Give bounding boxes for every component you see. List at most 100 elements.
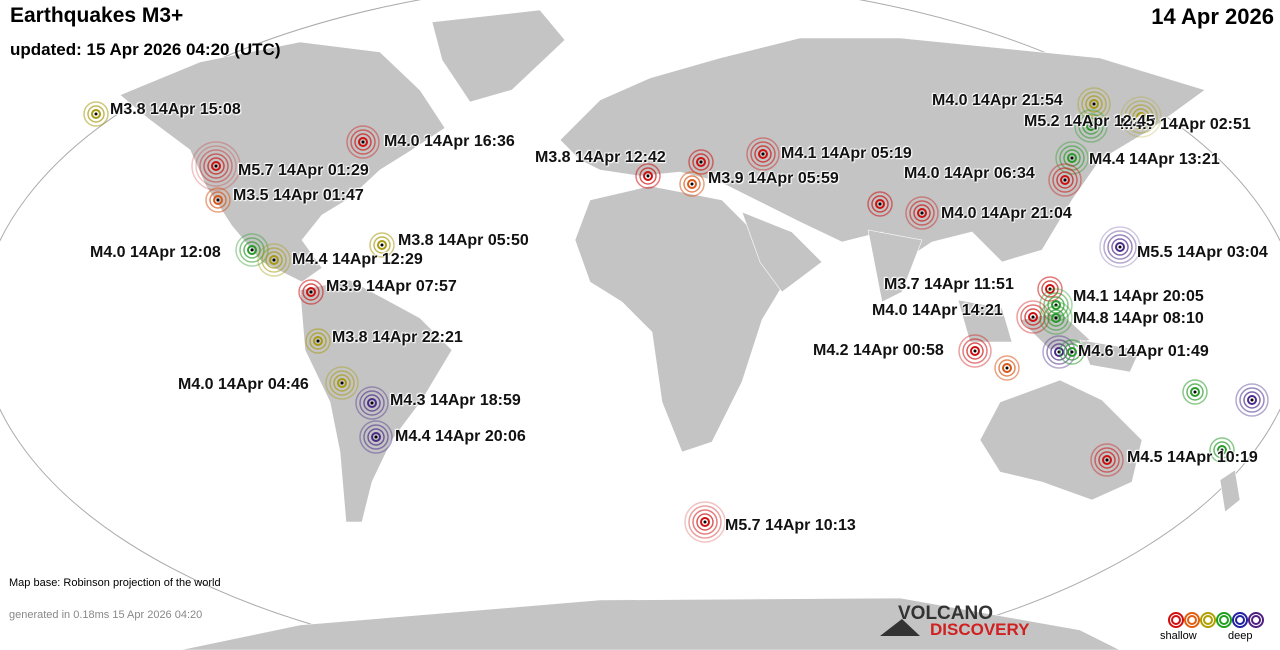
generated-note: generated in 0.18ms 15 Apr 2026 04:20 xyxy=(9,609,203,621)
quake-marker[interactable] xyxy=(83,101,109,127)
quake-label[interactable]: M3.8 14Apr 22:21 xyxy=(332,329,463,346)
quake-ring xyxy=(1132,108,1150,126)
quake-marker[interactable] xyxy=(1016,300,1050,334)
quake-label[interactable]: M4.0 14Apr 12:08 xyxy=(90,244,221,261)
quake-label[interactable]: M4.4 14Apr 12:29 xyxy=(292,251,423,268)
quake-label[interactable]: M4.3 14Apr 18:59 xyxy=(390,392,521,409)
quake-marker[interactable] xyxy=(235,233,269,267)
quake-center xyxy=(1105,458,1109,462)
quake-label[interactable]: M4.4 14Apr 20:06 xyxy=(395,428,526,445)
quake-label[interactable]: M4.6 14Apr 01:49 xyxy=(1078,343,1209,360)
quake-ring xyxy=(1063,149,1081,167)
quake-marker[interactable] xyxy=(746,137,780,171)
quake-label[interactable]: M4.5 14Apr 10:19 xyxy=(1127,449,1258,466)
quake-label[interactable]: M4.0 14Apr 21:04 xyxy=(941,205,1072,222)
quake-label[interactable]: M4.0 14Apr 14:21 xyxy=(872,302,1003,319)
quake-label[interactable]: M4.4 14Apr 13:21 xyxy=(1089,151,1220,168)
quake-label[interactable]: M5.5 14Apr 03:04 xyxy=(1137,244,1268,261)
quake-marker[interactable] xyxy=(1039,301,1073,335)
quake-ring xyxy=(359,390,385,416)
quake-label[interactable]: M3.9 14Apr 07:57 xyxy=(326,278,457,295)
quake-label[interactable]: M5.7 14Apr 01:29 xyxy=(238,162,369,179)
quake-ring xyxy=(998,359,1016,377)
quake-label[interactable]: M3.5 14Apr 01:47 xyxy=(233,187,364,204)
quake-center xyxy=(1031,315,1035,319)
quake-marker[interactable] xyxy=(325,366,359,400)
quake-marker[interactable] xyxy=(191,141,241,191)
quake-label[interactable]: M4.1 14Apr 05:19 xyxy=(781,145,912,162)
quake-ring xyxy=(1103,230,1137,264)
quake-marker[interactable] xyxy=(298,279,324,305)
quake-label[interactable]: M3.8 14Apr 12:42 xyxy=(535,149,666,166)
quake-ring xyxy=(1089,99,1099,109)
quake-ring xyxy=(696,157,706,167)
quake-label[interactable]: M3.8 14Apr 05:50 xyxy=(398,232,529,249)
quake-ring xyxy=(1002,363,1012,373)
quake-label[interactable]: M4.0 14Apr 16:36 xyxy=(384,133,515,150)
quake-marker[interactable] xyxy=(1099,226,1141,268)
quake-marker[interactable] xyxy=(679,171,705,197)
quake-label[interactable]: M5.7 14Apr 10:13 xyxy=(725,517,856,534)
quake-marker[interactable] xyxy=(205,187,231,213)
quake-ring xyxy=(309,332,327,350)
quake-label[interactable]: M4.0 14Apr 06:34 xyxy=(904,165,1035,182)
quake-label[interactable]: M4.0 14Apr 21:54 xyxy=(932,92,1063,109)
legend-depth-swatch xyxy=(1251,615,1261,625)
quake-marker[interactable] xyxy=(1090,443,1124,477)
quake-ring xyxy=(684,501,726,543)
quake-marker[interactable] xyxy=(688,149,714,175)
quake-marker[interactable] xyxy=(257,243,291,277)
quake-marker[interactable] xyxy=(1235,383,1269,417)
quake-marker[interactable] xyxy=(305,328,331,354)
quake-marker[interactable] xyxy=(346,125,380,159)
quake-marker[interactable] xyxy=(635,163,661,189)
quake-label[interactable]: M4.0 14Apr 04:46 xyxy=(178,376,309,393)
quake-marker[interactable] xyxy=(355,386,389,420)
quake-ring xyxy=(337,378,347,388)
quake-ring xyxy=(679,171,705,197)
quake-ring xyxy=(875,199,885,209)
quake-marker[interactable] xyxy=(369,232,395,258)
quake-marker[interactable] xyxy=(1209,437,1235,463)
quake-label[interactable]: M3.8 14Apr 15:08 xyxy=(110,101,241,118)
quake-ring xyxy=(1085,95,1103,113)
quake-marker[interactable] xyxy=(1037,276,1063,302)
quake-marker[interactable] xyxy=(905,196,939,230)
quake-ring xyxy=(257,243,291,277)
quake-marker[interactable] xyxy=(1077,87,1111,121)
quake-label[interactable]: M3.7 14Apr 11:51 xyxy=(884,276,1014,293)
quake-label[interactable]: M4.8 14Apr 08:10 xyxy=(1073,310,1204,327)
quake-marker[interactable] xyxy=(1120,96,1162,138)
quake-marker[interactable] xyxy=(1048,163,1082,197)
quake-ring xyxy=(1056,171,1074,189)
quake-ring xyxy=(1041,280,1059,298)
quake-ring xyxy=(1077,87,1111,121)
quake-center xyxy=(761,152,765,156)
quake-ring xyxy=(1037,276,1063,302)
volcanodiscovery-logo[interactable]: VOLCANO DISCOVERY xyxy=(880,603,1040,643)
quake-marker[interactable] xyxy=(1074,109,1108,143)
quake-label[interactable]: M5.2 14Apr 12:45 xyxy=(1024,113,1155,130)
quake-marker[interactable] xyxy=(1059,339,1085,365)
quake-center xyxy=(316,339,320,343)
legend-depth-swatch xyxy=(1184,612,1200,628)
quake-marker[interactable] xyxy=(958,334,992,368)
quake-ring xyxy=(688,505,722,539)
quake-marker[interactable] xyxy=(994,355,1020,381)
quake-label[interactable]: M4.2 14Apr 00:58 xyxy=(813,342,944,359)
quake-ring xyxy=(909,200,935,226)
legend-depth-swatch xyxy=(1168,612,1184,628)
legend-depth-swatch xyxy=(1232,612,1248,628)
quake-marker[interactable] xyxy=(1182,379,1208,405)
antarctica xyxy=(179,597,1121,650)
quake-marker[interactable] xyxy=(684,501,726,543)
quake-label[interactable]: M4.1 14Apr 20:05 xyxy=(1073,288,1204,305)
depth-legend: shallow deep xyxy=(1160,610,1270,646)
quake-ring xyxy=(1120,96,1162,138)
quake-label[interactable]: M4.7 14Apr 02:51 xyxy=(1120,116,1251,133)
quake-label[interactable]: M3.9 14Apr 05:59 xyxy=(708,170,839,187)
quake-marker[interactable] xyxy=(359,420,393,454)
quake-marker[interactable] xyxy=(867,191,893,217)
quake-ring xyxy=(1043,305,1069,331)
